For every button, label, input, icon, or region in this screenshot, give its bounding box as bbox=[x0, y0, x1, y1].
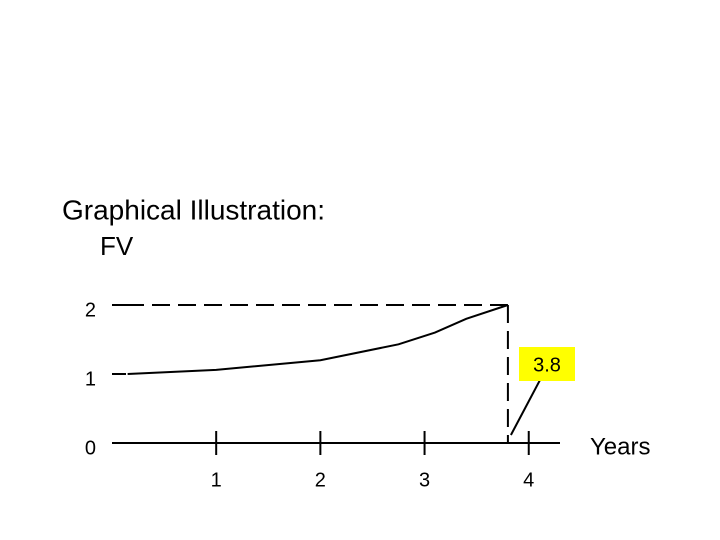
x-tick-label: 1 bbox=[211, 469, 222, 491]
y-tick-label: 1 bbox=[85, 368, 96, 390]
y-axis-label: FV bbox=[100, 231, 134, 261]
y-tick-label: 2 bbox=[85, 299, 96, 321]
annotation: 3.8 bbox=[533, 354, 561, 376]
arrow bbox=[510, 379, 541, 436]
annotation-box bbox=[519, 347, 575, 381]
y-tick-label: 0 bbox=[85, 437, 96, 459]
x-tick-label: 2 bbox=[315, 469, 326, 491]
x-tick-label: 4 bbox=[523, 469, 534, 491]
chart-title: Graphical Illustration: bbox=[62, 194, 325, 225]
x-tick-label: 3 bbox=[419, 469, 430, 491]
x-axis-label: Years bbox=[590, 433, 651, 460]
line bbox=[127, 304, 509, 375]
